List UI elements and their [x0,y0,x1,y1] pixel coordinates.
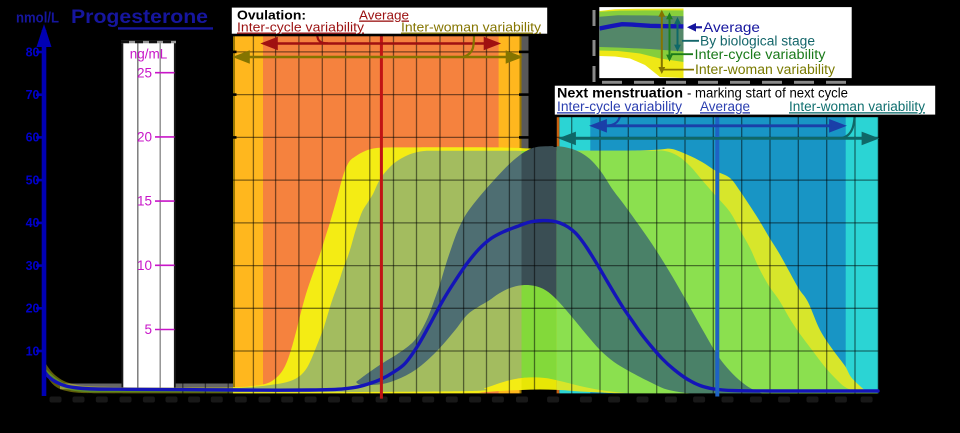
svg-text:15: 15 [137,194,152,209]
svg-text:60: 60 [26,131,40,145]
svg-text:80: 80 [26,45,40,59]
svg-text:5: 5 [144,322,152,337]
svg-text:ng/mL: ng/mL [130,47,168,62]
svg-text:Average: Average [359,8,409,23]
svg-text:- marking start of next cycle: - marking start of next cycle [687,86,848,101]
svg-text:Inter-woman variability: Inter-woman variability [401,20,542,35]
svg-text:Ovulation:: Ovulation: [237,8,306,23]
svg-text:Progesterone: Progesterone [71,6,208,28]
svg-text:nmol/L: nmol/L [16,10,59,27]
svg-text:20: 20 [26,302,40,316]
svg-text:Average: Average [703,19,760,35]
svg-text:Inter-woman variability: Inter-woman variability [789,99,925,114]
svg-text:25: 25 [137,65,152,80]
svg-text:40: 40 [26,216,40,230]
svg-text:Inter-cycle variability: Inter-cycle variability [557,99,682,114]
svg-text:Next menstruation: Next menstruation [557,86,683,101]
svg-text:10: 10 [137,258,152,273]
svg-text:10: 10 [26,344,40,358]
svg-text:Inter-cycle variability: Inter-cycle variability [237,20,365,35]
svg-text:50: 50 [26,173,40,187]
svg-text:20: 20 [137,130,152,145]
svg-text:30: 30 [26,259,40,273]
svg-text:70: 70 [26,88,40,102]
svg-text:Average: Average [700,99,750,114]
svg-text:Inter-cycle variability: Inter-cycle variability [695,47,826,62]
svg-text:By biological stage: By biological stage [700,33,815,48]
svg-text:Inter-woman variability: Inter-woman variability [695,62,835,77]
